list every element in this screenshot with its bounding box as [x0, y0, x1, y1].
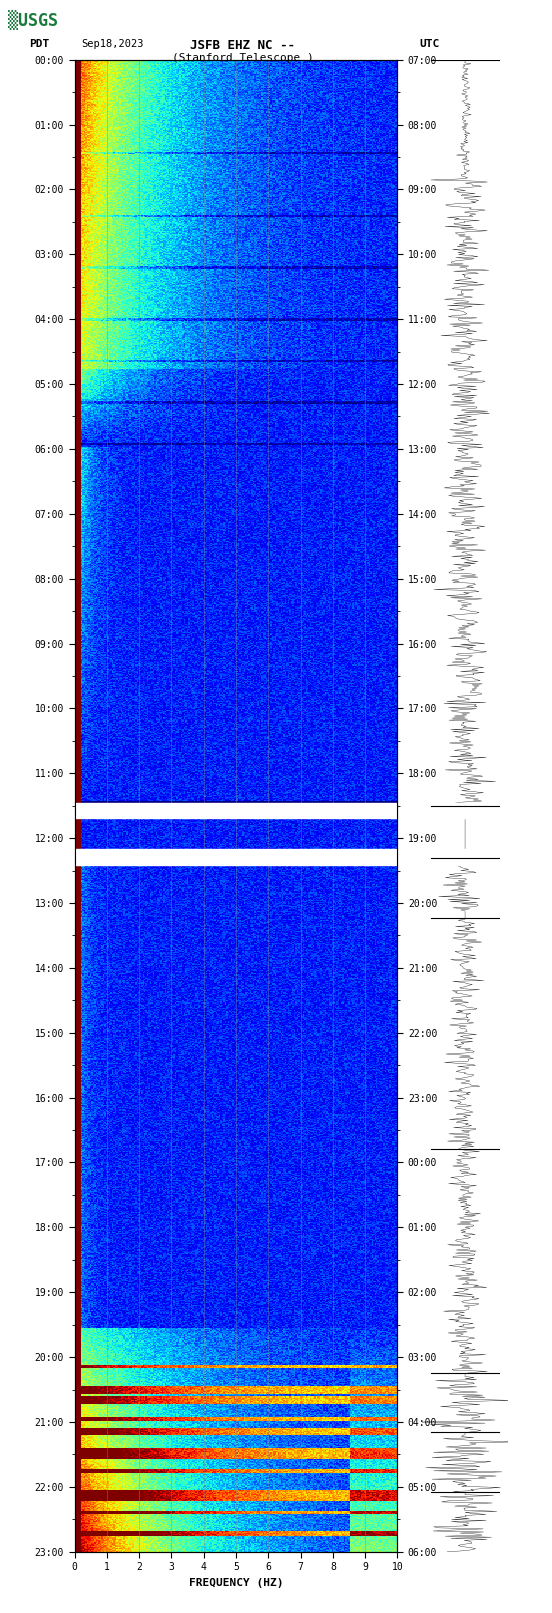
X-axis label: FREQUENCY (HZ): FREQUENCY (HZ): [189, 1578, 283, 1587]
Bar: [75, 803, 397, 818]
Text: PDT: PDT: [29, 39, 50, 50]
Text: (Stanford Telescope ): (Stanford Telescope ): [172, 53, 314, 63]
Text: UTC: UTC: [419, 39, 439, 50]
Bar: [75, 850, 397, 865]
Bar: [422, 850, 508, 865]
Bar: [422, 803, 508, 818]
Text: JSFB EHZ NC --: JSFB EHZ NC --: [190, 39, 295, 52]
Text: ▒USGS: ▒USGS: [8, 10, 59, 29]
Text: Sep18,2023: Sep18,2023: [81, 39, 144, 50]
